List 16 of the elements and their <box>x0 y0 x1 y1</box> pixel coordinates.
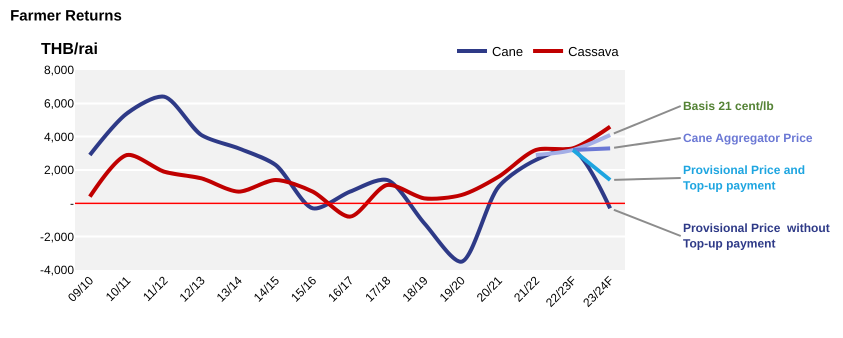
y-tick-label: -2,000 <box>40 230 74 244</box>
legend-label: Cassava <box>568 44 620 60</box>
annotation: Cane Aggregator Price <box>683 131 813 145</box>
annotation: Provisional Price without Top-up payment <box>683 221 830 251</box>
annotation: Basis 21 cent/lb <box>683 99 774 113</box>
line-series <box>88 124 612 219</box>
y-tick-label: 4,000 <box>44 130 74 144</box>
y-tick-label: 8,000 <box>44 63 74 78</box>
y-tick-label: 2,000 <box>44 163 74 178</box>
chart-title: Farmer Returns <box>10 8 122 25</box>
annotation: Provisional Price and Top-up payment <box>683 163 806 193</box>
legend-label: Cane <box>492 44 524 60</box>
y-tick-label: 6,000 <box>44 96 74 111</box>
y-tick-label: -4,000 <box>40 263 74 278</box>
y-tick-label: - <box>70 196 74 211</box>
y-axis-title: THB/rai <box>41 41 98 58</box>
